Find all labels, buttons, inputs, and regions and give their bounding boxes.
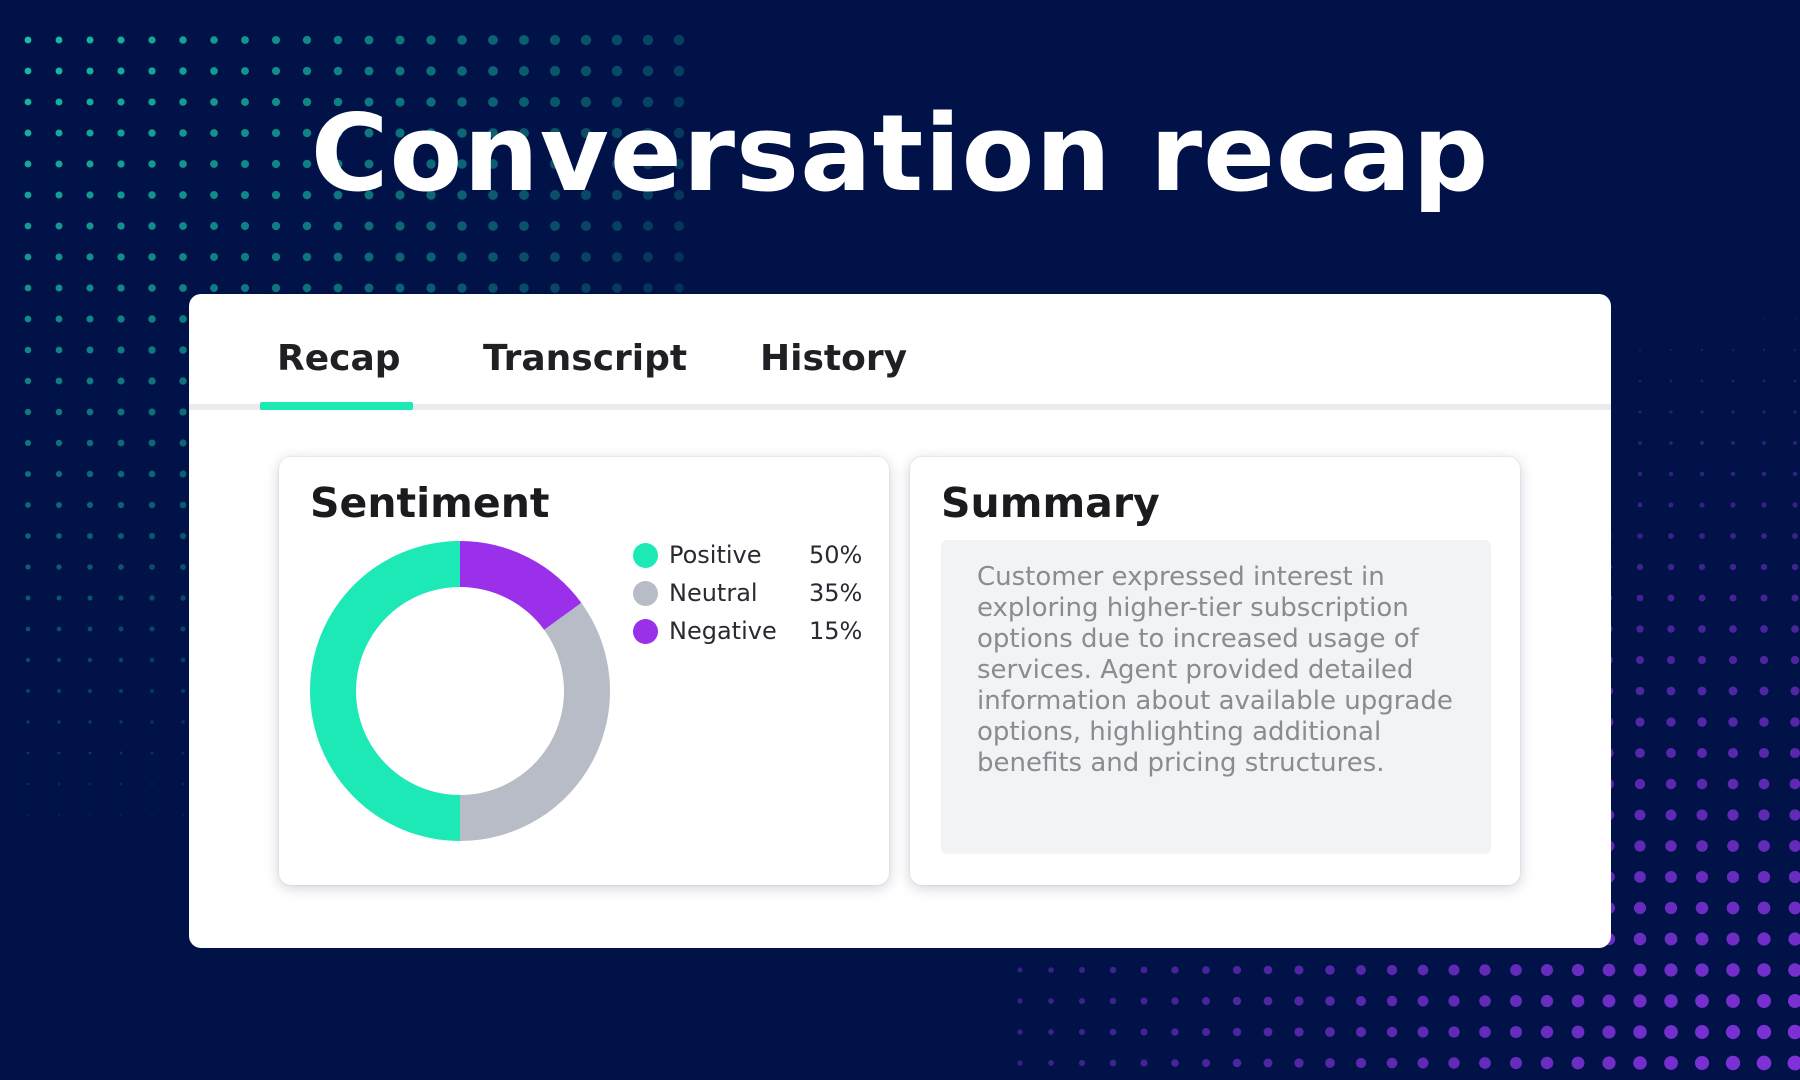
recap-panel: Recap Transcript History Sentiment Posit…	[189, 294, 1611, 948]
legend-value: 50%	[809, 541, 863, 569]
legend-value: 35%	[809, 579, 863, 607]
donut-slice-neutral	[460, 602, 610, 841]
donut-slice-positive	[310, 541, 460, 841]
summary-text-box: Customer expressed interest in exploring…	[941, 540, 1491, 854]
tab-bar: Recap Transcript History	[189, 294, 1611, 410]
legend-item-negative: Negative 15%	[633, 613, 873, 651]
tab-recap[interactable]: Recap	[277, 338, 401, 379]
legend-dot-negative	[633, 619, 658, 644]
legend-dot-positive	[633, 543, 658, 568]
hero-title: Conversation recap	[310, 92, 1490, 215]
donut-slice-negative	[460, 541, 582, 630]
tab-history[interactable]: History	[760, 338, 908, 379]
legend-value: 15%	[809, 617, 863, 645]
tab-divider	[189, 404, 1611, 410]
summary-text: Customer expressed interest in exploring…	[977, 562, 1453, 778]
tab-transcript[interactable]: Transcript	[483, 338, 688, 379]
active-tab-indicator	[260, 402, 413, 410]
legend-item-neutral: Neutral 35%	[633, 575, 873, 613]
legend-dot-neutral	[633, 581, 658, 606]
legend-item-positive: Positive 50%	[633, 537, 873, 575]
legend-label: Negative	[669, 617, 777, 645]
sentiment-donut-chart	[310, 541, 610, 841]
sentiment-title: Sentiment	[310, 479, 550, 527]
sentiment-card: Sentiment Positive 50% Neutral 35% Negat…	[279, 457, 889, 885]
summary-card: Summary Customer expressed interest in e…	[910, 457, 1520, 885]
sentiment-legend: Positive 50% Neutral 35% Negative 15%	[633, 537, 873, 651]
summary-title: Summary	[941, 479, 1160, 527]
legend-label: Positive	[669, 541, 762, 569]
legend-label: Neutral	[669, 579, 758, 607]
